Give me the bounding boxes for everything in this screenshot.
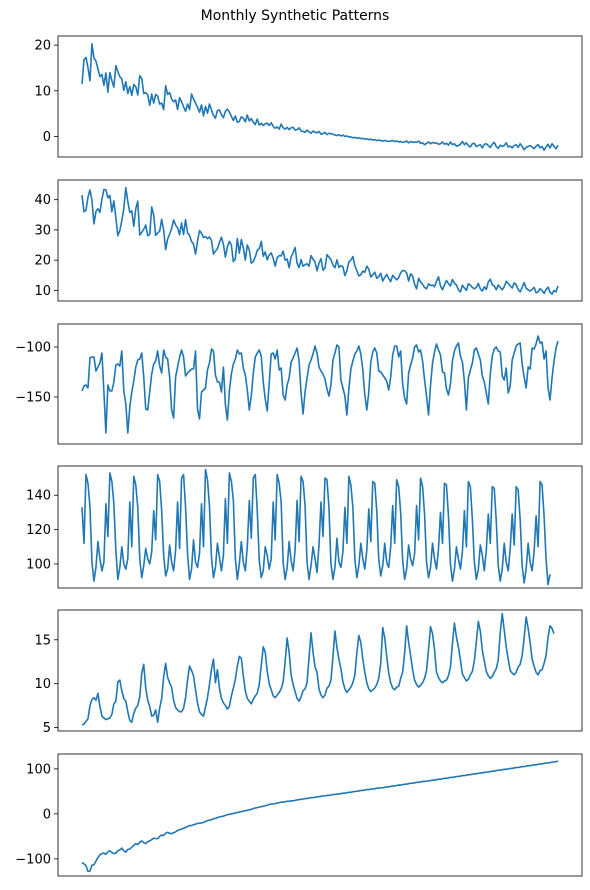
axes-frame bbox=[57, 323, 583, 445]
y-tick-label: 15 bbox=[34, 633, 51, 648]
y-tick-label: 5 bbox=[43, 721, 51, 736]
y-tick-label: 40 bbox=[34, 193, 51, 208]
series-line bbox=[81, 42, 559, 151]
axes-frame bbox=[57, 609, 583, 732]
series-line bbox=[81, 468, 551, 586]
axes-frame bbox=[57, 465, 583, 589]
y-tick-label: 120 bbox=[26, 523, 51, 538]
y-tick-label: 10 bbox=[34, 284, 51, 299]
y-tick-label: 30 bbox=[34, 223, 51, 238]
axes-frame bbox=[57, 753, 583, 877]
axes-frame bbox=[57, 35, 583, 158]
y-tick-label: 10 bbox=[34, 677, 51, 692]
y-tick-label: 20 bbox=[34, 254, 51, 269]
y-tick-label: −150 bbox=[15, 391, 51, 406]
subplot-1: 0 10 20 bbox=[34, 35, 583, 158]
y-tick-label: −100 bbox=[15, 341, 51, 356]
series-line bbox=[81, 186, 559, 295]
subplot-3: −150 −100 bbox=[15, 323, 583, 445]
figure-title: Monthly Synthetic Patterns bbox=[200, 8, 390, 24]
series-line bbox=[81, 760, 559, 873]
subplot-4: 100 120 140 bbox=[26, 465, 583, 589]
subplot-6: −100 0 100 bbox=[15, 753, 583, 877]
y-tick-label: 0 bbox=[43, 130, 51, 145]
y-tick-label: 100 bbox=[26, 762, 51, 777]
y-tick-label: −100 bbox=[15, 852, 51, 867]
subplot-2: 10 20 30 40 bbox=[34, 179, 583, 302]
subplot-5: 5 10 15 bbox=[34, 609, 583, 736]
axes-frame bbox=[57, 179, 583, 302]
series-line bbox=[81, 335, 559, 434]
y-tick-label: 20 bbox=[34, 39, 51, 54]
series-line bbox=[81, 612, 555, 726]
y-tick-label: 140 bbox=[26, 489, 51, 504]
y-tick-label: 100 bbox=[26, 557, 51, 572]
y-tick-label: 10 bbox=[34, 84, 51, 99]
y-tick-label: 0 bbox=[43, 807, 51, 822]
